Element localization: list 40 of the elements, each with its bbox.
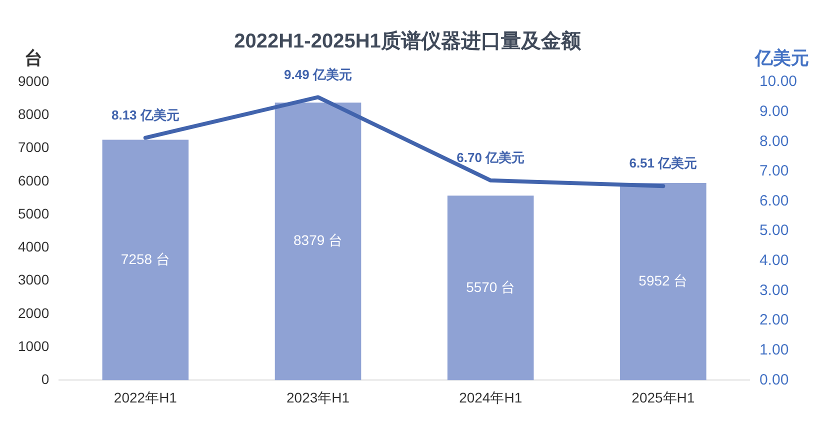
data-label: 8.13 亿美元 [111, 107, 180, 122]
bar [620, 182, 706, 380]
y2-tick-label: 4.00 [759, 252, 789, 270]
y2-tick-label: 1.00 [759, 342, 789, 359]
y-tick-label: 8000 [18, 106, 50, 122]
bar [447, 196, 534, 380]
y-tick-label: 9000 [18, 72, 50, 89]
y2-tick-label: 8.00 [759, 132, 789, 150]
x-tick-label: 2023年H1 [286, 389, 350, 406]
data-label: 6.70 亿美元 [456, 150, 525, 165]
data-label: 8379 台 [293, 232, 343, 248]
y-axis-title: 台 [24, 48, 43, 68]
data-label: 5570 台 [466, 278, 516, 295]
bar [274, 102, 362, 380]
x-tick-label: 2025年H1 [632, 389, 695, 406]
y-tick-label: 3000 [18, 272, 50, 288]
chart-title: 2022H1-2025H1质谱仪器进口量及金额 [234, 30, 582, 53]
x-tick-label: 2022年H1 [114, 389, 178, 406]
y2-tick-label: 6.00 [759, 192, 789, 210]
data-label: 7258 台 [120, 250, 170, 267]
x-tick-label: 2024年H1 [459, 389, 522, 406]
data-label: 6.51 亿美元 [629, 156, 698, 171]
y2-tick-label: 5.00 [759, 222, 789, 240]
y-tick-label: 0 [41, 371, 50, 388]
y2-tick-label: 2.00 [759, 312, 789, 329]
data-label: 5952 台 [638, 272, 688, 288]
y-tick-label: 5000 [18, 205, 50, 222]
y-tick-label: 6000 [18, 172, 50, 188]
y2-tick-label: 9.00 [759, 102, 789, 120]
y-tick-label: 4000 [18, 238, 50, 255]
y2-tick-label: 3.00 [759, 282, 789, 299]
data-label: 9.49 亿美元 [284, 66, 352, 82]
bar [102, 140, 189, 380]
y2-axis-title: 亿美元 [754, 48, 810, 68]
y-tick-label: 2000 [18, 304, 50, 321]
y2-tick-label: 7.00 [759, 162, 789, 180]
y2-tick-label: 10.00 [759, 73, 798, 90]
y-tick-label: 1000 [18, 338, 50, 354]
y-tick-label: 7000 [18, 139, 50, 156]
y2-tick-label: 0.00 [759, 371, 789, 388]
